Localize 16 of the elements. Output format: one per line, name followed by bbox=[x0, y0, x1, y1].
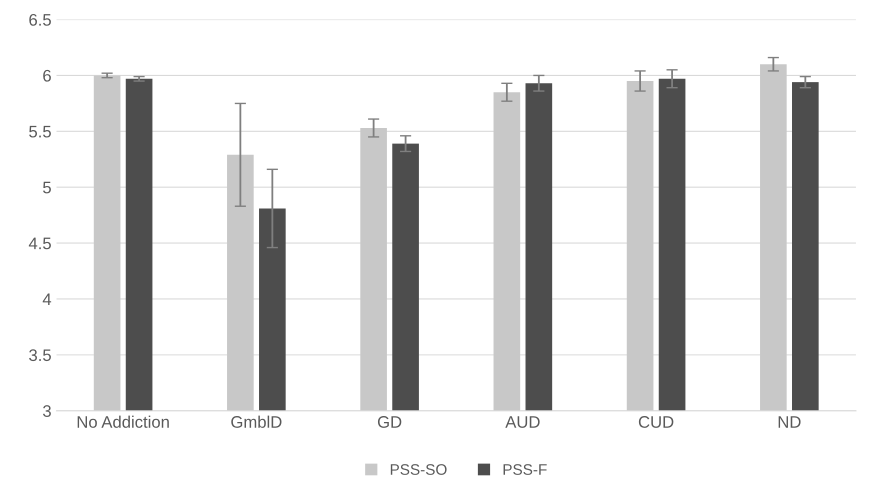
y-tick-label: 5 bbox=[43, 182, 51, 194]
x-tick-label: No Addiction bbox=[78, 416, 169, 428]
legend-label: PSS-F bbox=[504, 464, 547, 475]
y-tick-label: 3 bbox=[42, 405, 51, 417]
y-tick-label: 6.5 bbox=[29, 14, 51, 26]
y-tick-label: 4.5 bbox=[28, 238, 51, 250]
x-tick-label: AUD bbox=[505, 416, 540, 428]
legend-label: PSS-SO bbox=[390, 464, 447, 475]
y-tick-label: 5.5 bbox=[29, 126, 51, 138]
x-tick-label: GD bbox=[378, 416, 402, 428]
y-tick-label: 6 bbox=[43, 70, 51, 82]
x-tick-label: GmblD bbox=[231, 416, 282, 428]
x-tick-label: ND bbox=[778, 416, 801, 428]
x-tick-label: CUD bbox=[638, 416, 674, 428]
y-tick-label: 3.5 bbox=[29, 349, 51, 362]
y-tick-label: 4 bbox=[42, 294, 52, 306]
